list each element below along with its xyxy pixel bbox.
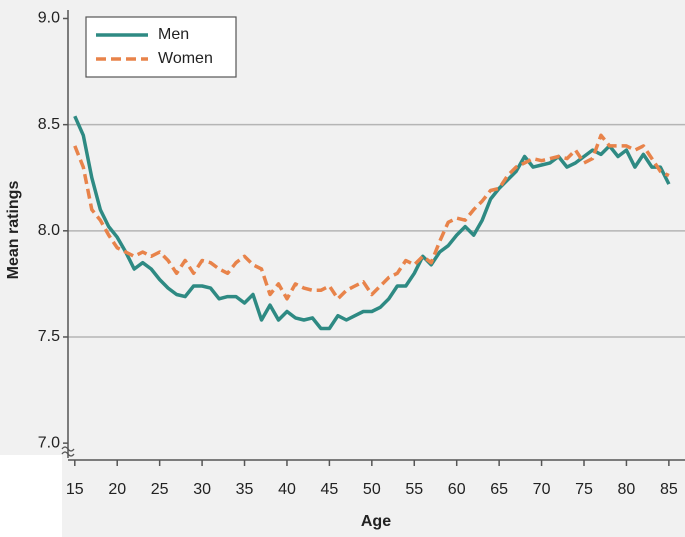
x-tick-label: 35 <box>236 481 254 498</box>
x-axis-label: Age <box>361 513 391 530</box>
x-tick-label: 60 <box>448 481 466 498</box>
x-tick-label: 15 <box>66 481 84 498</box>
y-axis-label: Mean ratings <box>5 181 22 280</box>
y-tick-label: 8.5 <box>38 116 60 133</box>
y-tick-label: 9.0 <box>38 10 60 27</box>
legend-label: Men <box>158 26 189 43</box>
x-tick-label: 45 <box>320 481 338 498</box>
x-tick-label: 20 <box>108 481 126 498</box>
axis-break <box>61 446 75 457</box>
x-tick-label: 30 <box>193 481 211 498</box>
x-tick-label: 55 <box>405 481 423 498</box>
legend-label: Women <box>158 50 213 67</box>
y-tick-label: 7.5 <box>38 328 60 345</box>
series-line <box>73 133 670 301</box>
x-tick-label: 80 <box>618 481 636 498</box>
x-tick-label: 25 <box>151 481 169 498</box>
series-line <box>73 115 671 331</box>
y-tick-label: 8.0 <box>38 222 60 239</box>
y-tick-label: 7.0 <box>38 434 60 451</box>
x-tick-label: 75 <box>575 481 593 498</box>
x-tick-label: 85 <box>660 481 678 498</box>
corner-blank <box>0 455 62 537</box>
x-tick-label: 65 <box>490 481 508 498</box>
x-tick-label: 70 <box>533 481 551 498</box>
x-tick-label: 40 <box>278 481 296 498</box>
legend-box <box>85 16 237 78</box>
x-tick-label: 50 <box>363 481 381 498</box>
